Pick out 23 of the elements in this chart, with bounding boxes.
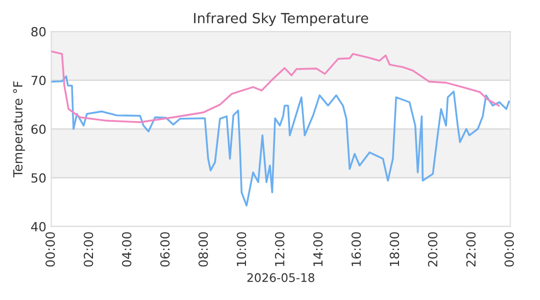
y-tick-label: 50 [31,173,46,183]
x-tick-label: 04:00 [122,232,132,267]
y-axis-title: Temperature °F [13,81,25,178]
x-tick-label: 12:00 [274,232,284,266]
x-tick-label: 02:00 [84,232,94,267]
x-tick-label: 18:00 [390,232,400,266]
y-tick-label: 40 [31,222,46,232]
x-tick-label: 08:00 [198,232,208,267]
x-tick-label: 20:00 [428,232,438,266]
y-tick-label: 80 [31,26,46,36]
x-tick-label: 16:00 [351,232,361,266]
x-axis-title: 2026-05-18 [247,273,314,282]
line-series [51,50,500,124]
chart-title: Infrared Sky Temperature [194,12,368,26]
x-tick-label: 22:00 [466,232,476,266]
x-tick-label: 00:00 [45,232,55,267]
y-tick-label: 60 [31,124,46,134]
x-tick-label: 10:00 [236,232,246,266]
x-tick-label: 14:00 [313,232,323,266]
x-tick-label: 06:00 [160,232,170,267]
line-series [51,75,510,206]
x-tick-label: 00:00 [504,232,514,267]
y-tick-label: 70 [32,76,46,86]
